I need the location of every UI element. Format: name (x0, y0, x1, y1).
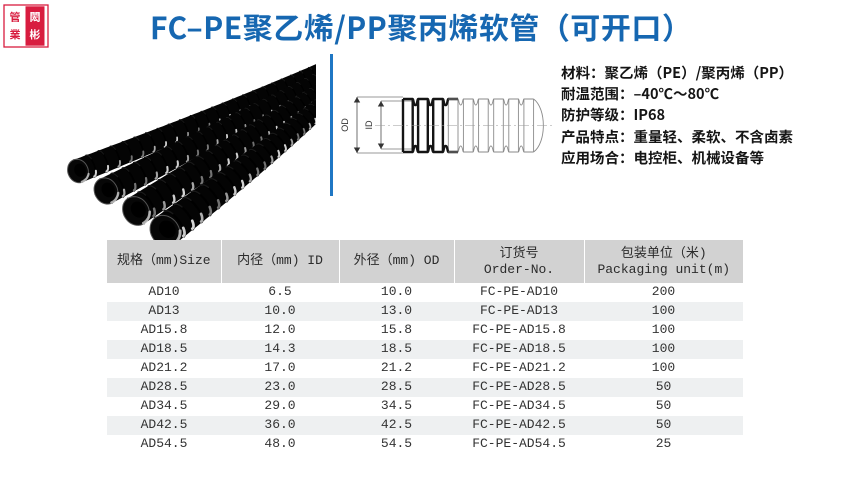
svg-text:管: 管 (10, 9, 21, 25)
svg-text:OD: OD (340, 118, 350, 132)
svg-text:彬: 彬 (30, 27, 41, 43)
svg-text:ID: ID (364, 120, 374, 130)
svg-text:閎: 閎 (30, 9, 41, 25)
svg-text:業: 業 (10, 27, 21, 43)
